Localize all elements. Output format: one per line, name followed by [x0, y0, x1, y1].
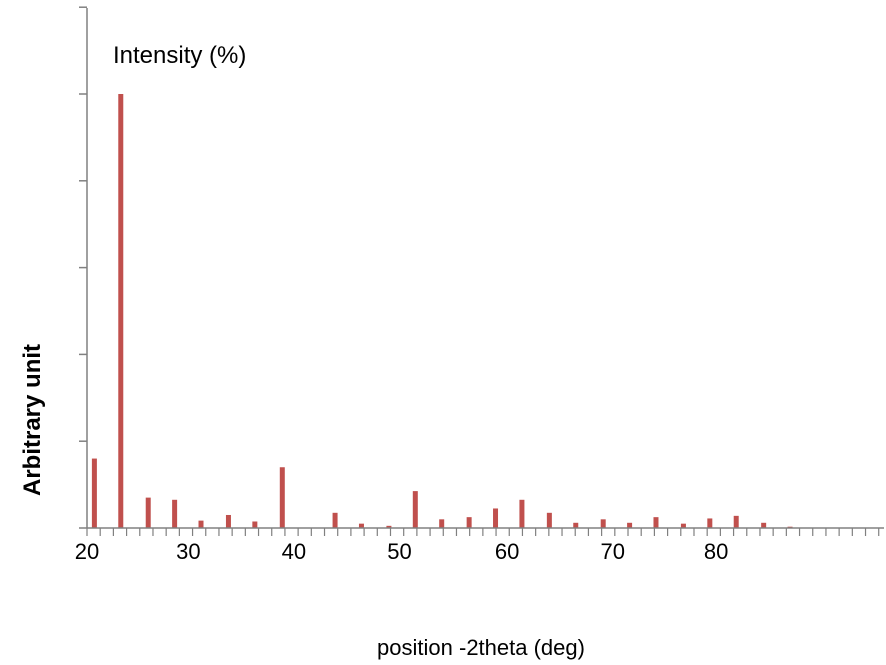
bar: [493, 508, 499, 528]
bar: [225, 514, 231, 528]
bar: [466, 517, 472, 528]
x-tick-label: 30: [176, 539, 200, 564]
bar: [145, 497, 151, 528]
bar: [546, 512, 552, 528]
bar: [680, 523, 686, 528]
bar: [573, 522, 579, 528]
bar: [733, 515, 739, 528]
x-tick-label: 60: [495, 539, 519, 564]
bar: [358, 523, 364, 528]
bar: [627, 522, 633, 528]
bar: [761, 522, 767, 528]
bar: [91, 458, 97, 528]
bar: [519, 499, 525, 528]
bar: [386, 525, 392, 528]
x-tick-label: 20: [75, 539, 99, 564]
bar: [279, 467, 285, 528]
x-tick-label: 70: [600, 539, 624, 564]
bar: [332, 512, 338, 528]
x-ticks-group: [86, 528, 880, 536]
bar: [198, 520, 204, 528]
bar: [707, 518, 713, 528]
bars-group: [91, 94, 793, 528]
bar: [412, 491, 418, 528]
x-tick-label: 40: [282, 539, 306, 564]
y-axis-title: Arbitrary unit: [19, 344, 46, 496]
y-ticks-group: [79, 6, 87, 529]
bar: [600, 519, 606, 528]
x-axis-title: position -2theta (deg): [377, 635, 585, 660]
bar: [252, 521, 258, 528]
x-tick-labels-group: 20 30 40 50 60 70 80: [75, 539, 729, 564]
bar: [172, 499, 178, 528]
bar: [118, 94, 124, 528]
bar: [653, 517, 659, 528]
series-label: Intensity (%): [113, 42, 246, 69]
x-tick-label: 80: [704, 539, 728, 564]
x-tick-label: 50: [387, 539, 411, 564]
bar: [439, 519, 445, 528]
